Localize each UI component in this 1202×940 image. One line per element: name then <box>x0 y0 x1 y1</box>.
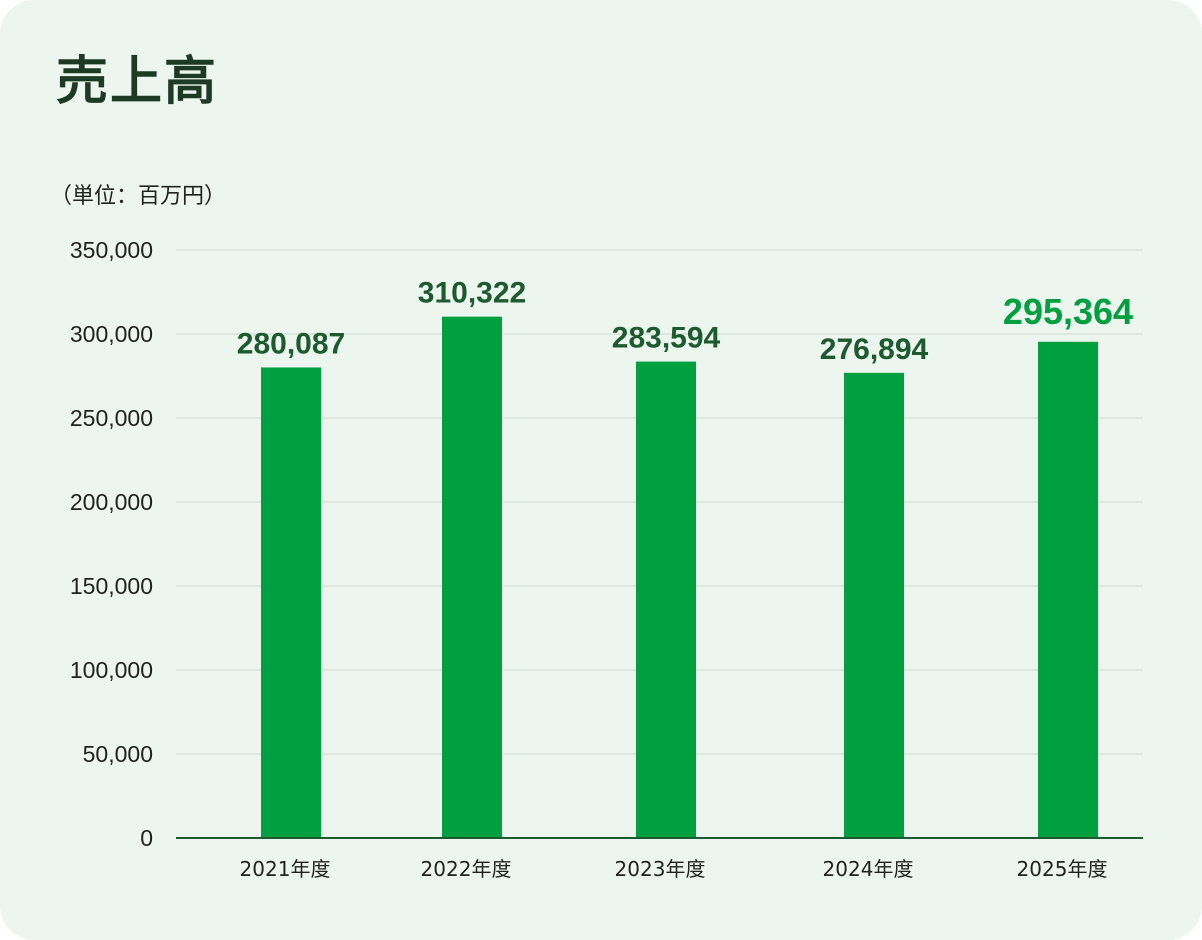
x-category-label: 2025年度 <box>1017 857 1108 881</box>
bars <box>261 316 1098 838</box>
y-tick-label: 50,000 <box>83 741 153 767</box>
y-tick-label: 0 <box>140 825 153 851</box>
bar <box>1038 341 1098 838</box>
bar-value-label: 310,322 <box>418 277 526 310</box>
bar-value-label: 283,594 <box>612 322 721 355</box>
unit-label: （単位：百万円） <box>50 184 227 209</box>
y-tick-label: 300,000 <box>70 321 153 347</box>
y-axis-ticks: 0 50,000 100,000 150,000 200,000 250,000 300,0… <box>70 237 153 851</box>
y-tick-label: 100,000 <box>70 657 153 683</box>
x-category-label: 2022年度 <box>421 857 512 881</box>
value-labels: 280,087 310,322 283,594 276,894 295,364 <box>237 277 1133 366</box>
chart-title: 売上高 <box>56 52 219 112</box>
bar-value-label: 295,364 <box>1003 291 1133 332</box>
bar <box>442 316 502 838</box>
y-tick-label: 150,000 <box>70 573 153 599</box>
y-tick-label: 250,000 <box>70 405 153 431</box>
bar <box>636 361 696 838</box>
x-category-label: 2023年度 <box>615 857 706 881</box>
bar-value-label: 276,894 <box>820 333 929 366</box>
x-category-label: 2021年度 <box>240 857 331 881</box>
bar <box>844 372 904 838</box>
x-category-label: 2024年度 <box>823 857 914 881</box>
y-tick-label: 350,000 <box>70 237 153 263</box>
bar <box>261 367 321 838</box>
x-axis-categories: 2021年度 2022年度 2023年度 2024年度 2025年度 <box>240 857 1108 881</box>
bar-value-label: 280,087 <box>237 327 345 360</box>
y-tick-label: 200,000 <box>70 489 153 515</box>
